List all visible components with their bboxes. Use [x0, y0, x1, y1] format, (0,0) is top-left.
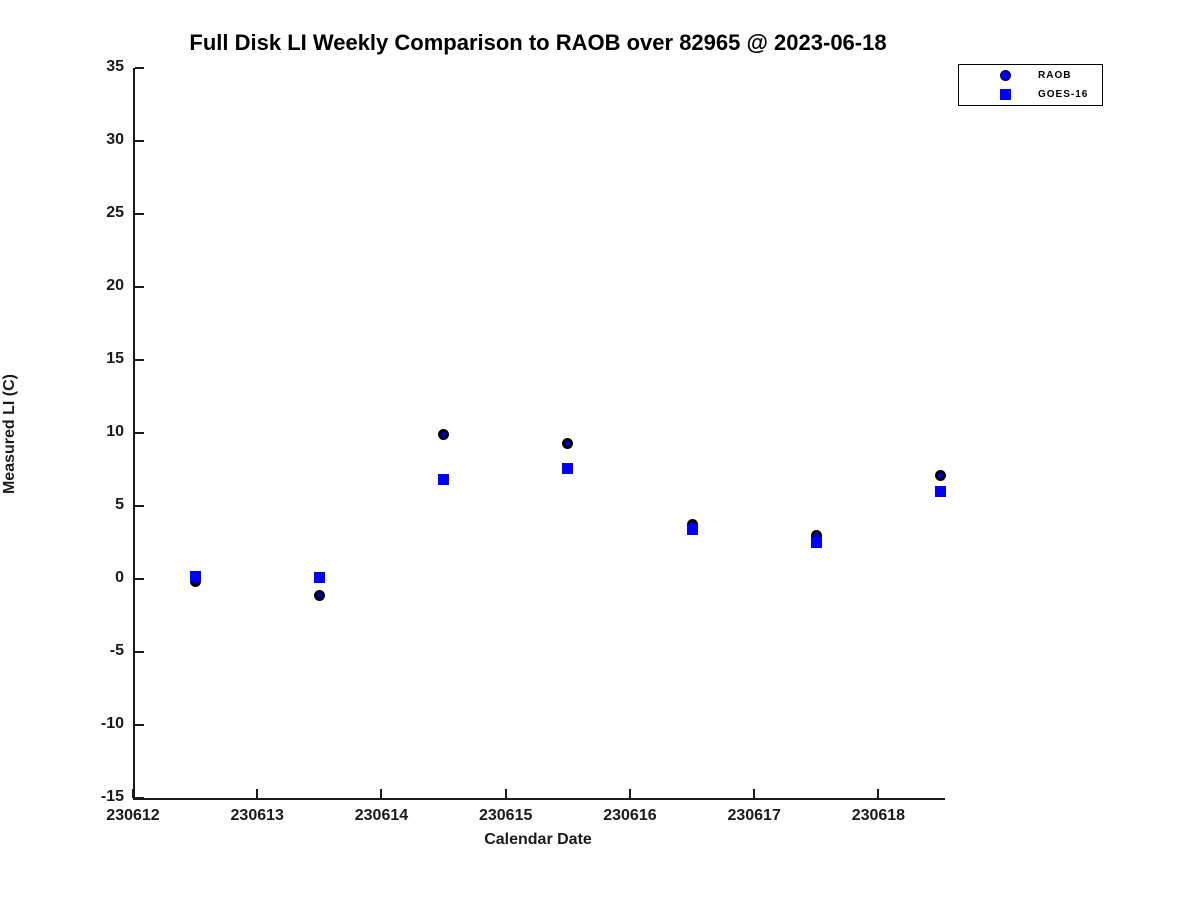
x-tick-mark — [504, 789, 507, 798]
y-tick-label: 0 — [115, 569, 124, 586]
data-point-goes16 — [438, 474, 450, 486]
x-tick-mark — [256, 789, 259, 798]
y-tick-mark — [135, 213, 144, 215]
legend-label-raob: RAOB — [1038, 70, 1072, 82]
x-axis-title: Calendar Date — [484, 831, 592, 848]
y-axis-line — [133, 68, 135, 800]
legend-item-goes16: GOES-16 — [959, 86, 1102, 102]
x-tick-label: 230615 — [478, 807, 533, 824]
data-point-goes16 — [686, 523, 698, 535]
goes16-square-icon — [1000, 88, 1011, 100]
y-tick-mark — [135, 505, 144, 507]
data-point-goes16 — [313, 572, 325, 584]
x-tick-label: 230614 — [354, 807, 409, 824]
raob-circle-icon — [1000, 70, 1011, 82]
y-tick-mark — [135, 286, 144, 288]
data-point-raob — [935, 469, 946, 481]
x-axis-line — [133, 798, 945, 800]
y-tick-mark — [135, 578, 144, 580]
y-tick-label: 15 — [106, 350, 124, 367]
data-point-goes16 — [810, 537, 822, 548]
y-tick-mark — [135, 140, 144, 142]
y-tick-mark — [135, 359, 144, 361]
x-tick-mark — [877, 789, 880, 798]
data-point-raob — [562, 437, 574, 449]
data-point-raob — [189, 576, 201, 588]
data-point-goes16 — [189, 570, 201, 582]
y-tick-label: 25 — [106, 204, 124, 221]
y-tick-mark — [135, 67, 144, 69]
y-tick-mark — [135, 797, 144, 799]
x-tick-label: 230617 — [727, 807, 781, 824]
x-tick-mark — [628, 789, 631, 798]
y-tick-label: -10 — [100, 715, 124, 732]
data-point-goes16 — [935, 485, 946, 497]
chart-title: Full Disk LI Weekly Comparison to RAOB o… — [189, 30, 887, 55]
y-tick-mark — [135, 724, 144, 726]
x-tick-mark — [753, 789, 756, 798]
y-tick-label: -5 — [109, 642, 124, 659]
y-tick-label: 35 — [106, 58, 124, 75]
data-point-goes16 — [562, 462, 574, 474]
x-tick-label: 230616 — [603, 807, 657, 824]
data-point-raob — [313, 589, 325, 601]
x-tick-label: 230618 — [851, 807, 906, 824]
y-tick-label: 30 — [106, 131, 124, 148]
y-tick-label: -15 — [100, 788, 124, 805]
x-tick-mark — [132, 789, 134, 798]
legend-box: RAOB GOES-16 — [958, 64, 1103, 106]
x-tick-label: 230613 — [230, 807, 284, 824]
data-point-raob — [810, 529, 822, 541]
y-tick-mark — [135, 432, 144, 434]
x-tick-label: 230612 — [106, 807, 160, 824]
y-tick-label: 5 — [115, 496, 124, 513]
legend-item-raob: RAOB — [959, 68, 1102, 84]
y-tick-mark — [135, 651, 144, 653]
y-tick-label: 10 — [106, 423, 124, 440]
x-tick-mark — [380, 789, 383, 798]
y-tick-label: 20 — [106, 277, 124, 294]
y-axis-title: Measured LI (C) — [1, 374, 18, 495]
data-point-raob — [438, 428, 450, 440]
legend-label-goes16: GOES-16 — [1038, 88, 1089, 100]
